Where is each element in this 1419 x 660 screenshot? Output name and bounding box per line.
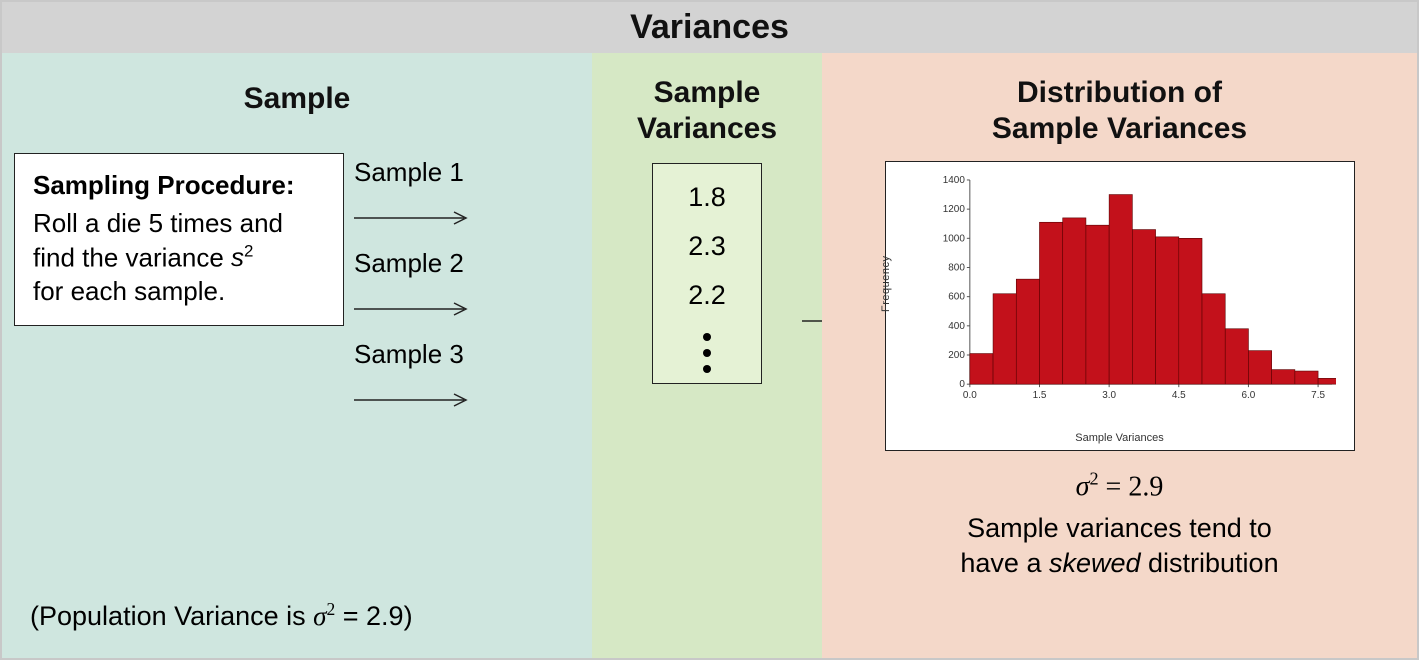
main-title: Variances (2, 8, 1417, 47)
sampling-procedure-body: Roll a die 5 times and find the variance… (33, 207, 325, 309)
svg-text:0: 0 (959, 379, 965, 390)
panel-sample-title: Sample (244, 71, 351, 117)
population-variance-note: (Population Variance is σ2 = 2.9) (30, 599, 413, 632)
sample-label-3-text: Sample 3 (354, 339, 464, 370)
svg-text:1400: 1400 (942, 176, 965, 186)
sampling-procedure-heading: Sampling Procedure: (33, 170, 325, 201)
sample-label-3: Sample 3 (354, 339, 474, 370)
sigma-squared-equation: σ2 = 2.9 (960, 469, 1278, 503)
svg-text:6.0: 6.0 (1241, 390, 1255, 401)
svg-text:800: 800 (948, 262, 965, 273)
svg-text:0.0: 0.0 (962, 390, 976, 401)
svg-text:4.5: 4.5 (1171, 390, 1185, 401)
dot-icon (703, 365, 711, 373)
panel-middle-title-l1: Sample (637, 75, 777, 111)
sample-arrows-column: Sample 1 Sample 2 Sample 3 (354, 153, 474, 408)
panel-distribution: Distribution of Sample Variances Frequen… (822, 53, 1417, 658)
svg-text:600: 600 (948, 292, 965, 303)
sampling-procedure-line3: for each sample. (33, 275, 325, 309)
svg-text:3.0: 3.0 (1102, 390, 1116, 401)
panel-sample-variances: Sample Variances 1.8 2.3 2.2 (592, 53, 822, 658)
sampling-procedure-line1: Roll a die 5 times and (33, 207, 325, 241)
variance-value-3: 2.2 (688, 280, 726, 311)
svg-text:1.5: 1.5 (1032, 390, 1046, 401)
svg-text:400: 400 (948, 321, 965, 332)
sample-label-2: Sample 2 (354, 248, 474, 279)
svg-text:1000: 1000 (942, 233, 965, 244)
dot-icon (703, 349, 711, 357)
variance-value-2: 2.3 (688, 231, 726, 262)
histogram-frame: Frequency 02004006008001000120014000.01.… (885, 161, 1355, 451)
panel-right-title-l2: Sample Variances (992, 111, 1247, 147)
histogram-svg: 0 200 400 600 800 1000 1200 1400 0.0 1.5 3.0 4.5 6.0… (938, 176, 1336, 404)
panel-right-title-l1: Distribution of (992, 75, 1247, 111)
note-emph-skewed: skewed (1049, 548, 1141, 578)
sigma-value: = 2.9 (1099, 471, 1164, 502)
sigma-symbol: σ2 (1076, 471, 1099, 502)
variance-values-box: 1.8 2.3 2.2 (652, 163, 762, 384)
svg-text:1200: 1200 (942, 204, 965, 215)
title-bar: Variances (2, 2, 1417, 53)
pop-var-value: = 2.9) (335, 601, 412, 631)
panel-middle-title: Sample Variances (637, 71, 777, 151)
variances-infographic: Variances Sample Sampling Procedure: Rol… (0, 0, 1419, 660)
histogram-ylabel: Frequency (880, 256, 892, 312)
histogram-xlabel: Sample Variances (886, 432, 1354, 444)
svg-text:7.5: 7.5 (1311, 390, 1325, 401)
arrow-icon (354, 392, 474, 408)
panel-row: Sample Sampling Procedure: Roll a die 5 … (2, 53, 1417, 658)
variance-symbol-s2: s2 (231, 242, 253, 272)
sampling-procedure-line2: find the variance s2 (33, 241, 325, 275)
pop-var-prefix: (Population Variance is (30, 601, 313, 631)
svg-text:200: 200 (948, 350, 965, 361)
right-caption: σ2 = 2.9 Sample variances tend to have a… (960, 469, 1278, 580)
sampling-procedure-box: Sampling Procedure: Roll a die 5 times a… (14, 153, 344, 326)
panel-middle-title-l2: Variances (637, 111, 777, 147)
distribution-note-line1: Sample variances tend to (960, 511, 1278, 546)
ellipsis-dots (703, 333, 711, 373)
arrow-icon (354, 210, 474, 226)
panel-right-title: Distribution of Sample Variances (992, 71, 1247, 151)
sample-label-1-text: Sample 1 (354, 157, 464, 188)
dot-icon (703, 333, 711, 341)
sample-label-1: Sample 1 (354, 157, 474, 188)
sample-label-2-text: Sample 2 (354, 248, 464, 279)
variance-value-1: 1.8 (688, 182, 726, 213)
panel-sample: Sample Sampling Procedure: Roll a die 5 … (2, 53, 592, 658)
note-l2-prefix: have a (960, 548, 1049, 578)
arrow-icon (354, 301, 474, 317)
sampling-procedure-line2-prefix: find the variance (33, 242, 231, 272)
distribution-note: Sample variances tend to have a skewed d… (960, 511, 1278, 580)
sample-row: Sampling Procedure: Roll a die 5 times a… (14, 153, 580, 408)
note-l2-suffix: distribution (1141, 548, 1279, 578)
distribution-note-line2: have a skewed distribution (960, 546, 1278, 581)
histogram-plot-area: 0 200 400 600 800 1000 1200 1400 0.0 1.5 3.0 4.5 6.0… (938, 176, 1336, 404)
sigma-symbol: σ2 (313, 601, 335, 631)
